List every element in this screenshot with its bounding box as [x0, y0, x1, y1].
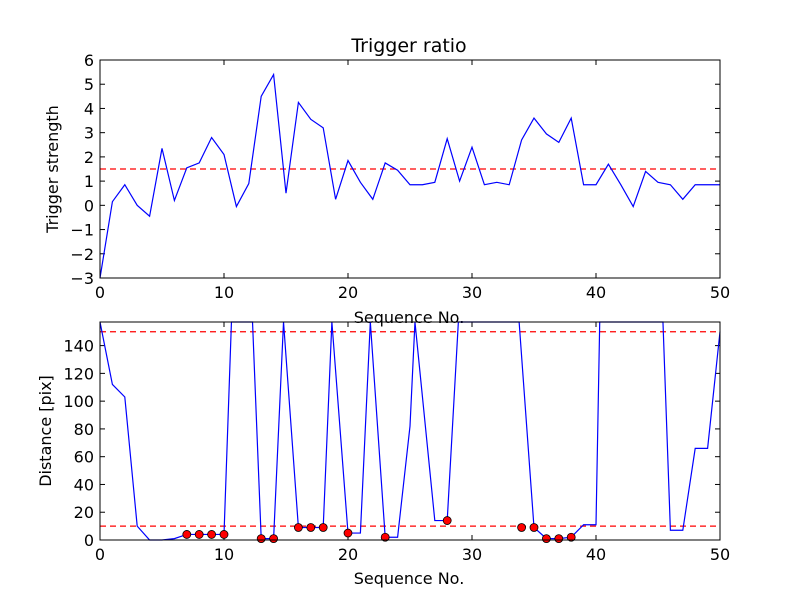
- x-tick-label: 40: [586, 545, 606, 564]
- data-point-marker: [194, 530, 204, 539]
- data-point-marker: [529, 523, 539, 532]
- data-point-marker: [182, 530, 192, 539]
- y-tick-label: −2: [70, 245, 94, 264]
- x-tick-label: 10: [214, 545, 234, 564]
- bottom-x-axis-label: Sequence No.: [354, 569, 465, 588]
- data-point-marker: [554, 534, 564, 544]
- data-point-marker: [343, 528, 353, 538]
- bottom-threshold-lines: [100, 331, 720, 527]
- series-line: [99, 72, 720, 279]
- x-tick-label: 50: [710, 545, 730, 564]
- y-tick-label: 3: [84, 124, 94, 143]
- bottom-y-axis-label: Distance [pix]: [36, 375, 55, 487]
- y-tick-label: 2: [84, 148, 94, 167]
- y-tick-label: 20: [74, 503, 94, 522]
- y-tick-label: 40: [74, 475, 94, 494]
- x-tick-label: 30: [462, 545, 482, 564]
- data-point-marker: [566, 532, 576, 542]
- x-tick-label: 50: [710, 283, 730, 302]
- y-tick-label: 1: [84, 172, 94, 191]
- bottom-subplot: Sequence No. Distance [pix] 0 10 20 30 40 500…: [36, 321, 730, 588]
- bottom-markers: [182, 516, 576, 544]
- top-y-axis-label: Trigger strength: [43, 105, 62, 234]
- data-point-marker: [293, 523, 303, 532]
- x-tick-label: 0: [95, 283, 105, 302]
- data-point-marker: [318, 523, 328, 532]
- y-tick-label: 100: [63, 392, 94, 411]
- data-point-marker: [517, 523, 526, 532]
- top-chart-title: Trigger ratio: [350, 35, 466, 57]
- x-tick-label: 30: [462, 283, 482, 302]
- x-tick-label: 40: [586, 283, 606, 302]
- y-tick-label: 120: [63, 364, 94, 383]
- top-subplot: Trigger ratio Sequence No. Trigger stren…: [43, 35, 730, 327]
- x-tick-label: 20: [338, 283, 358, 302]
- y-tick-label: 80: [74, 420, 94, 439]
- y-tick-label: −3: [70, 269, 94, 288]
- y-tick-label: 4: [84, 99, 94, 118]
- x-tick-label: 20: [338, 545, 358, 564]
- top-ticks: 0 10 20 30 40 50 −3 −2 −1 0 1 2 3 4 5 6: [70, 51, 730, 302]
- y-tick-label: 140: [63, 337, 94, 356]
- x-tick-label: 0: [95, 545, 105, 564]
- top-series: [99, 72, 720, 279]
- y-tick-label: −1: [70, 221, 94, 240]
- y-tick-label: 5: [84, 75, 94, 94]
- y-tick-label: 0: [84, 196, 94, 215]
- data-point-marker: [207, 530, 217, 539]
- y-tick-label: 6: [84, 51, 94, 70]
- top-plot-frame: [99, 59, 721, 279]
- data-point-marker: [442, 516, 452, 525]
- data-point-marker: [380, 532, 390, 542]
- x-tick-label: 10: [214, 283, 234, 302]
- bottom-plot-frame: [99, 321, 721, 541]
- data-point-marker: [306, 523, 316, 532]
- data-point-marker: [269, 534, 279, 544]
- data-point-marker: [219, 530, 229, 539]
- data-point-marker: [256, 534, 266, 544]
- bottom-ticks: 0 10 20 30 40 50 0 20 40 60 80 100 120 140: [63, 322, 730, 564]
- y-tick-label: 60: [74, 448, 94, 467]
- y-tick-label: 0: [84, 531, 94, 550]
- data-point-marker: [542, 534, 551, 544]
